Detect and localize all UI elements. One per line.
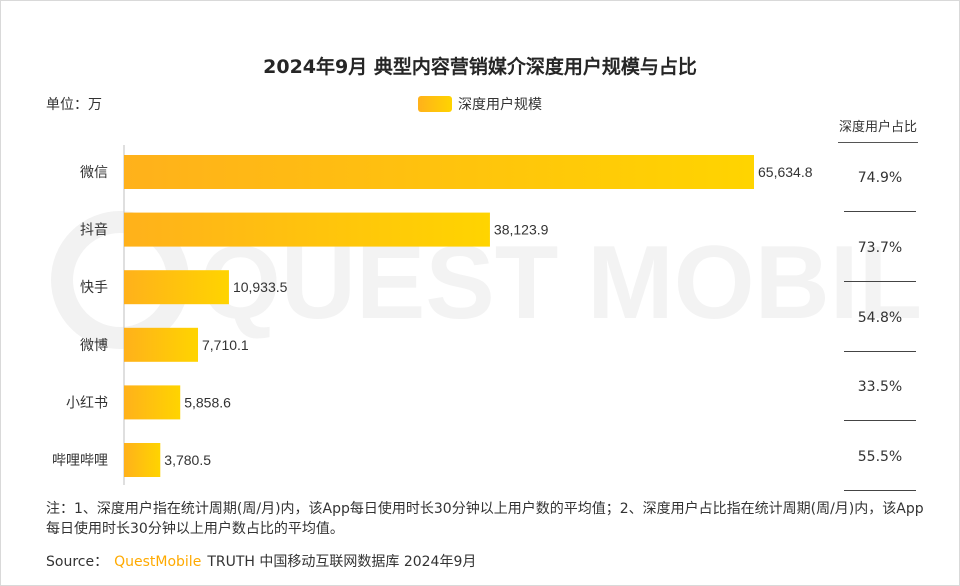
- category-label: 微博: [80, 337, 108, 354]
- source-rest: TRUTH 中国移动互联网数据库 2024年9月: [207, 554, 477, 570]
- category-label: 微信: [80, 165, 108, 181]
- value-label: 10,933.5: [233, 279, 288, 295]
- ratio-value: 73.7%: [857, 240, 903, 256]
- source-prefix: Source：: [46, 554, 109, 570]
- bar: [124, 327, 199, 362]
- legend-label: 深度用户规模: [458, 97, 542, 113]
- ratio-value: 54.8%: [857, 310, 903, 326]
- bar: [124, 212, 490, 247]
- ratio-separator: [844, 281, 916, 282]
- ratio-separator: [844, 211, 916, 212]
- bars-layer: 微信 65,634.8 抖音 38,123.9 快手 10,933.5 微博 7,710.1 小…: [52, 145, 813, 485]
- bar: [124, 270, 229, 305]
- bar: [124, 443, 161, 477]
- chart-title: 2024年9月 典型内容营销媒介深度用户规模与占比: [263, 56, 697, 78]
- value-label: 38,123.9: [494, 222, 549, 238]
- category-label: 快手: [80, 280, 108, 296]
- ratio-separator: [844, 420, 916, 421]
- value-label: 3,780.5: [164, 452, 211, 468]
- ratio-value: 33.5%: [857, 379, 903, 395]
- ratio-separator: [844, 490, 916, 491]
- bar: [124, 385, 181, 420]
- source-brand: QuestMobile: [114, 554, 202, 570]
- category-label: 哔哩哔哩: [52, 453, 108, 469]
- footnote: 注：1、深度用户指在统计周期(周/月)内，该App每日使用时长30分钟以上用户数…: [46, 501, 924, 537]
- ratio-value: 55.5%: [857, 449, 903, 465]
- ratio-header-line: [838, 142, 918, 143]
- source-line: Source： QuestMobile TRUTH 中国移动互联网数据库 202…: [46, 551, 476, 571]
- value-label: 65,634.8: [758, 164, 813, 180]
- category-label: 抖音: [80, 222, 108, 239]
- ratio-header: 深度用户占比: [838, 120, 917, 135]
- unit-label: 单位：万: [46, 97, 102, 113]
- ratio-separator: [844, 351, 916, 352]
- category-label: 小红书: [66, 395, 108, 411]
- ratio-value: 74.9%: [857, 170, 903, 186]
- legend-swatch: [418, 96, 452, 112]
- value-label: 5,858.6: [184, 394, 231, 410]
- value-label: 7,710.1: [202, 337, 249, 353]
- bar: [124, 155, 754, 189]
- legend: 深度用户规模: [418, 94, 542, 114]
